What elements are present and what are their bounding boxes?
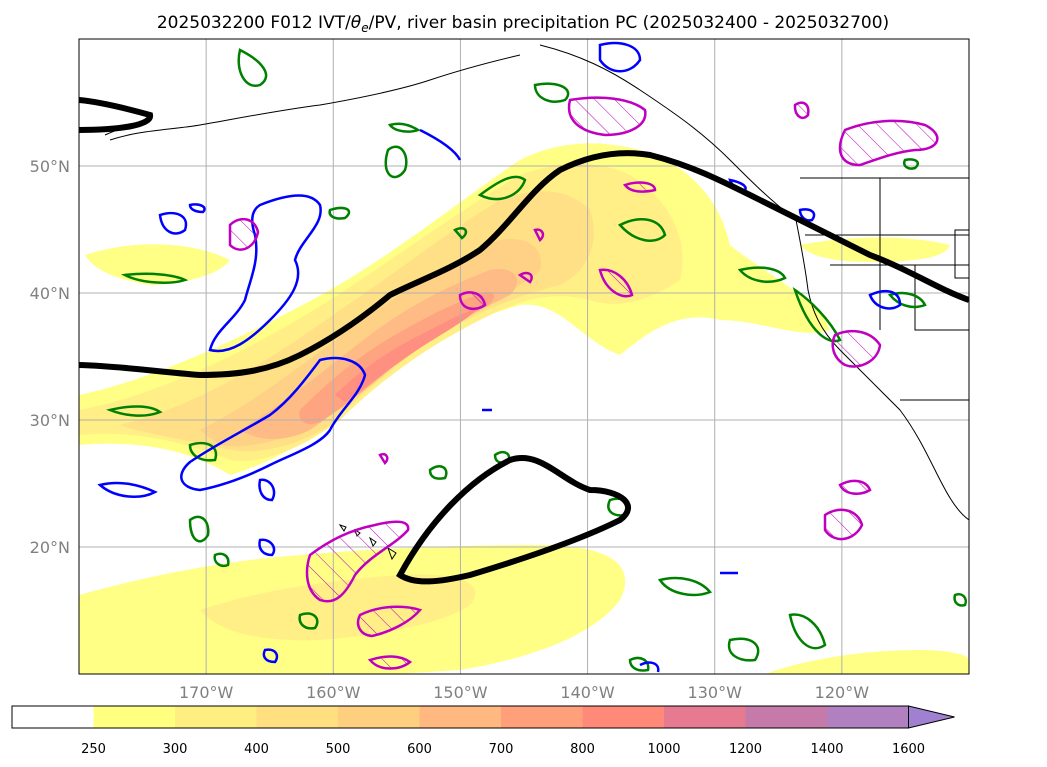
colorbar-swatch [419, 706, 502, 728]
lon-label: 160°W [306, 683, 361, 702]
ivt-se-band [765, 650, 969, 674]
coastlines [104, 44, 969, 561]
colorbar-swatch [827, 706, 909, 728]
map-border [78, 38, 970, 675]
colorbar-label: 1200 [729, 742, 762, 757]
ivt-west-patch [85, 244, 230, 285]
longitude-labels: 170°W 160°W 150°W 140°W 130°W 120°W [179, 683, 869, 702]
lat-label: 30°N [30, 411, 70, 430]
colorbar-swatch [338, 706, 420, 728]
canada-coast [539, 44, 791, 216]
colorbar-label: 700 [489, 742, 514, 757]
colorbar-swatch [12, 706, 94, 728]
lon-label: 150°W [433, 683, 488, 702]
theta-e-main [79, 150, 969, 379]
colorbar-label: 1600 [892, 742, 925, 757]
state-border-5 [954, 229, 969, 279]
lat-label: 40°N [30, 284, 70, 303]
pv-blue-contours [97, 41, 902, 673]
colorbar-swatch [582, 706, 665, 728]
pv-green-contours [105, 48, 967, 672]
ivt-south-band-inner [200, 574, 476, 641]
colorbar: 250 300 400 500 600 700 800 1000 1200 14… [11, 705, 955, 757]
colorbar-swatch [664, 706, 746, 728]
colorbar-label: 600 [407, 742, 432, 757]
ivt-river-800 [335, 308, 478, 402]
map-panel [79, 39, 969, 674]
theta-e-closed [396, 455, 631, 585]
precip-pc-contours [228, 96, 939, 670]
colorbar-label: 1000 [647, 742, 680, 757]
latitude-labels: 50°N 40°N 30°N 20°N [30, 157, 70, 557]
colorbar-swatch [175, 706, 257, 728]
theta-e-contours [79, 97, 969, 585]
colorbar-frame [11, 705, 909, 729]
colorbar-label: 1400 [810, 742, 843, 757]
colorbar-label: 500 [326, 742, 351, 757]
colorbar-label: 400 [244, 742, 269, 757]
lat-label: 20°N [30, 538, 70, 557]
colorbar-labels: 250 300 400 500 600 700 800 1000 1200 14… [81, 742, 925, 757]
colorbar-label: 300 [163, 742, 188, 757]
colorbar-label: 250 [81, 742, 106, 757]
lon-label: 130°W [688, 683, 743, 702]
lon-label: 170°W [179, 683, 234, 702]
ivt-coast-patch [800, 237, 950, 262]
colorbar-extend-arrow [908, 705, 955, 729]
lat-label: 50°N [30, 157, 70, 176]
alaska-coast [109, 54, 521, 141]
colorbar-swatch [256, 706, 339, 728]
colorbar-swatches [12, 706, 909, 728]
figure-title: 2025032200 F012 IVT/θe/PV, river basin p… [157, 13, 889, 35]
state-border-4 [914, 265, 969, 331]
colorbar-swatch [93, 706, 176, 728]
colorbar-label: 800 [570, 742, 595, 757]
colorbar-swatch [745, 706, 828, 728]
lon-label: 120°W [815, 683, 870, 702]
lon-label: 140°W [560, 683, 615, 702]
colorbar-swatch [501, 706, 583, 728]
theta-e-nw [79, 97, 153, 133]
us-west-coast [794, 214, 969, 521]
